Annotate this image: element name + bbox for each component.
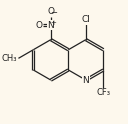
Text: −: − xyxy=(50,8,57,17)
Text: O: O xyxy=(35,21,42,30)
Text: +: + xyxy=(51,20,56,26)
Text: CH₃: CH₃ xyxy=(2,54,17,63)
Text: CF₃: CF₃ xyxy=(96,88,110,97)
Text: O: O xyxy=(47,7,54,16)
Text: Cl: Cl xyxy=(81,15,90,24)
Text: N: N xyxy=(83,76,89,85)
Text: N: N xyxy=(47,21,54,30)
